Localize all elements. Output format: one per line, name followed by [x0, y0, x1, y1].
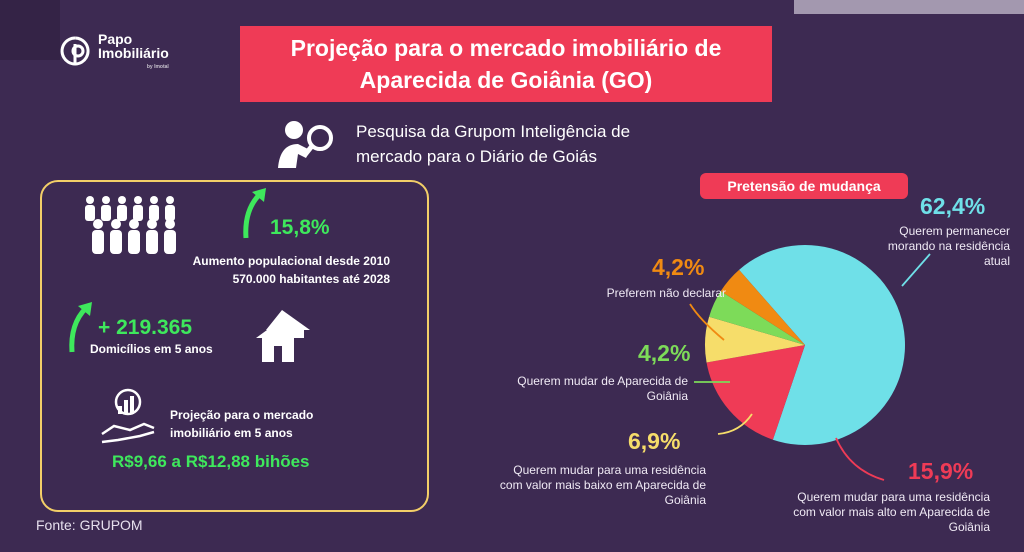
desc-lower-2: com valor mais baixo em Aparecida de — [499, 478, 706, 492]
slice-higher — [706, 345, 805, 440]
logo-line1: Papo — [98, 31, 133, 47]
population-line1: Aumento populacional desde 2010 — [192, 254, 390, 268]
slice-undeclared — [720, 269, 805, 345]
population-line2: 570.000 habitantes até 2028 — [232, 272, 390, 286]
pct-leave: 4,2% — [638, 340, 691, 366]
pie-title: Pretensão de mudança — [700, 173, 908, 199]
projection-value: R$9,66 a R$12,88 bihões — [112, 452, 310, 471]
logo: Papo Imobiliário by Imotal — [58, 32, 169, 74]
slice-stay — [739, 244, 905, 445]
background-photo-corner — [0, 0, 60, 60]
stats-panel: 15,8% Aumento populacional desde 2010 57… — [40, 180, 429, 512]
desc-undeclared-1: Preferem não declarar — [606, 286, 726, 300]
source-note: Fonte: GRUPOM — [36, 517, 143, 533]
arrow-higher — [835, 437, 885, 481]
background-photo-strip — [794, 0, 1024, 14]
arrow-stay — [901, 253, 931, 287]
projection-line2: imobiliário em 5 anos — [170, 426, 293, 440]
desc-leave-2: Goiânia — [646, 389, 688, 403]
desc-leave-1: Querem mudar de Aparecida de — [517, 374, 688, 388]
pct-higher: 15,9% — [908, 458, 974, 484]
research-line2: mercado para o Diário de Goiás — [356, 147, 597, 166]
arrow-undeclared — [689, 303, 725, 341]
desc-higher-1: Querem mudar para uma residência — [797, 490, 990, 504]
houses-icon — [256, 310, 310, 362]
pct-lower: 6,9% — [628, 428, 681, 454]
research-header: Pesquisa da Grupom Inteligência de merca… — [276, 118, 716, 170]
arrow-lower — [717, 413, 753, 435]
page-title: Projeção para o mercado imobiliário de A… — [240, 26, 772, 102]
desc-lower-1: Querem mudar para uma residência — [513, 463, 706, 477]
desc-stay-1: Querem permanecer — [899, 224, 1010, 238]
households-label: Domicílios em 5 anos — [90, 342, 213, 356]
projection-line1: Projeção para o mercado — [170, 408, 314, 422]
households-value: + 219.365 — [98, 316, 193, 339]
research-line1: Pesquisa da Grupom Inteligência de — [356, 122, 631, 141]
desc-stay-2: morando na residência — [887, 239, 1010, 253]
logo-line2: Imobiliário — [98, 45, 169, 61]
arrow-up-icon — [243, 188, 266, 239]
logo-sub: by Imotal — [146, 64, 169, 70]
magnifier-person-icon — [278, 121, 333, 168]
desc-higher-3: Goiânia — [948, 520, 990, 534]
desc-stay-3: atual — [983, 254, 1010, 268]
title-line1: Projeção para o mercado imobiliário de — [290, 35, 722, 61]
pie-chart — [705, 244, 905, 445]
pct-stay: 62,4% — [920, 193, 986, 219]
desc-lower-3: Goiânia — [664, 493, 706, 507]
slice-lower — [705, 316, 805, 363]
desc-higher-2: com valor mais alto em Aparecida de — [793, 505, 990, 519]
arrow-up-icon — [69, 302, 92, 353]
pct-undeclared: 4,2% — [652, 254, 705, 280]
crowd-icon — [85, 196, 176, 254]
investment-icon — [101, 388, 155, 444]
title-line2: Aparecida de Goiânia (GO) — [359, 67, 653, 93]
population-value: 15,8% — [270, 216, 330, 239]
slice-leave — [709, 291, 805, 345]
logo-icon — [60, 36, 90, 66]
